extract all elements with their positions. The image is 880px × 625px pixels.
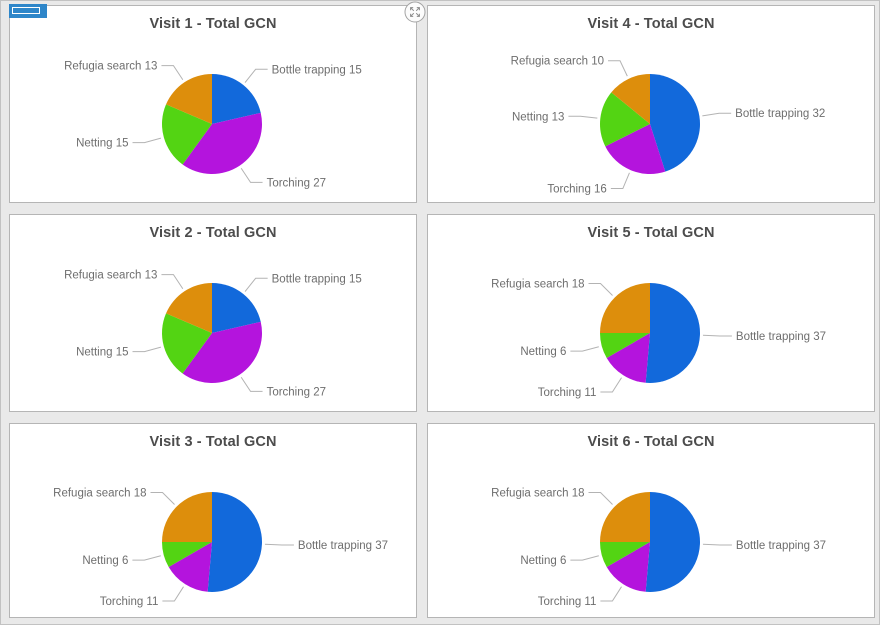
leader-line (702, 112, 732, 117)
leader-line (150, 492, 175, 505)
leader-line (600, 377, 622, 393)
leader-line (264, 543, 294, 546)
pie-slice-torching[interactable] (182, 321, 262, 383)
pie-chart-visit-6[interactable]: Bottle trapping 37 Torching 11 Netting 6 Re… (428, 452, 872, 618)
chart-title: Visit 4 - Total GCN (587, 16, 715, 32)
slice-label: Netting 15 (76, 138, 128, 150)
pie-slice-refugia-search[interactable] (600, 492, 650, 542)
pie-slice-bottle-trapping[interactable] (212, 283, 261, 333)
pie-slice-netting[interactable] (162, 542, 212, 567)
leader-line (162, 586, 184, 602)
expand-button[interactable] (404, 1, 426, 23)
leader-line (588, 283, 613, 296)
leader-line (161, 274, 184, 290)
pie-slice-bottle-trapping[interactable] (650, 74, 700, 172)
pie-slice-torching[interactable] (168, 542, 212, 592)
chart-card-visit-4: Visit 4 - Total GCN Bottle trapping 32 To… (427, 5, 875, 203)
pie-chart-visit-2[interactable]: Bottle trapping 15 Torching 27 Netting 15 R… (10, 243, 414, 409)
chart-card-visit-3: Visit 3 - Total GCN Bottle trapping 37 To… (9, 423, 417, 618)
leader-line (610, 172, 630, 190)
slice-label: Torching 11 (538, 596, 597, 608)
leader-line (244, 277, 268, 292)
pie-chart-visit-1[interactable]: Bottle trapping 15 Torching 27 Netting 15 R… (10, 34, 414, 200)
slice-label: Torching 11 (100, 596, 159, 608)
pie-chart-visit-3[interactable]: Bottle trapping 37 Torching 11 Netting 6 Re… (10, 452, 414, 618)
pie-slice-bottle-trapping[interactable] (645, 492, 700, 592)
slice-label: Torching 27 (267, 386, 326, 398)
leader-line (570, 346, 599, 352)
slice-label: Refugia search 18 (491, 279, 584, 291)
pie-chart-visit-4[interactable]: Bottle trapping 32 Torching 16 Netting 13 R… (428, 34, 872, 200)
slice-label: Bottle trapping 37 (736, 331, 826, 343)
chart-card-visit-2: Visit 2 - Total GCN Bottle trapping 15 To… (9, 214, 417, 412)
pie-slice-torching[interactable] (605, 124, 666, 174)
slice-label: Netting 6 (82, 555, 128, 567)
leader-line (132, 346, 162, 353)
leader-line (702, 334, 732, 337)
slice-label: Bottle trapping 15 (272, 64, 362, 76)
drag-handle-inner-rect (12, 7, 40, 14)
leader-line (132, 137, 162, 144)
slice-label: Bottle trapping 32 (735, 108, 825, 120)
leader-line (600, 586, 622, 602)
pie-slice-torching[interactable] (606, 333, 650, 383)
chart-card-visit-1: Visit 1 - Total GCN Bottle trapping 15 To… (9, 5, 417, 203)
slice-label: Refugia search 18 (53, 488, 146, 500)
pie-slice-bottle-trapping[interactable] (207, 492, 262, 592)
chart-title: Visit 3 - Total GCN (149, 434, 277, 450)
slice-label: Bottle trapping 37 (736, 540, 826, 552)
leader-line (161, 65, 184, 81)
leader-line (240, 376, 263, 392)
chart-title: Visit 1 - Total GCN (149, 16, 277, 32)
pie-slice-torching[interactable] (182, 112, 262, 174)
pie-slice-refugia-search[interactable] (166, 74, 212, 124)
chart-title: Visit 6 - Total GCN (587, 434, 715, 450)
pie-slice-refugia-search[interactable] (162, 492, 212, 542)
slice-label: Torching 16 (547, 184, 606, 196)
slice-label: Bottle trapping 15 (272, 273, 362, 285)
leader-line (608, 60, 628, 77)
leader-line (568, 115, 598, 119)
drag-handle-icon[interactable] (9, 4, 47, 18)
chart-card-visit-6: Visit 6 - Total GCN Bottle trapping 37 To… (427, 423, 875, 618)
slice-label: Bottle trapping 37 (298, 540, 388, 552)
leader-line (244, 68, 268, 83)
slice-label: Refugia search 13 (64, 61, 157, 73)
leader-line (702, 543, 732, 546)
leader-line (132, 555, 161, 561)
expand-arrows-icon (404, 1, 426, 23)
pie-slice-netting[interactable] (600, 92, 650, 147)
pie-slice-bottle-trapping[interactable] (645, 283, 700, 383)
pie-slice-refugia-search[interactable] (611, 74, 650, 124)
leader-line (240, 167, 263, 183)
pie-slice-netting[interactable] (600, 333, 650, 358)
leader-line (588, 492, 613, 505)
dashboard-grid: Visit 1 - Total GCN Bottle trapping 15 To… (9, 5, 875, 618)
slice-label: Netting 6 (520, 555, 566, 567)
pie-slice-refugia-search[interactable] (600, 283, 650, 333)
slice-label: Torching 27 (267, 177, 326, 189)
chart-card-visit-5: Visit 5 - Total GCN Bottle trapping 37 To… (427, 214, 875, 412)
pie-slice-netting[interactable] (600, 542, 650, 567)
pie-slice-refugia-search[interactable] (166, 283, 212, 333)
chart-title: Visit 5 - Total GCN (587, 225, 715, 241)
pie-slice-torching[interactable] (606, 542, 650, 592)
pie-slice-netting[interactable] (161, 313, 212, 374)
slice-label: Netting 13 (512, 111, 564, 123)
slice-label: Refugia search 18 (491, 488, 584, 500)
pie-slice-bottle-trapping[interactable] (212, 74, 261, 124)
slice-label: Refugia search 13 (64, 270, 157, 282)
chart-title: Visit 2 - Total GCN (149, 225, 277, 241)
leader-line (570, 555, 599, 561)
slice-label: Netting 15 (76, 347, 128, 359)
pie-chart-visit-5[interactable]: Bottle trapping 37 Torching 11 Netting 6 Re… (428, 243, 872, 409)
pie-slice-netting[interactable] (161, 104, 212, 165)
slice-label: Netting 6 (520, 346, 566, 358)
slice-label: Torching 11 (538, 387, 597, 399)
slice-label: Refugia search 10 (511, 56, 604, 68)
